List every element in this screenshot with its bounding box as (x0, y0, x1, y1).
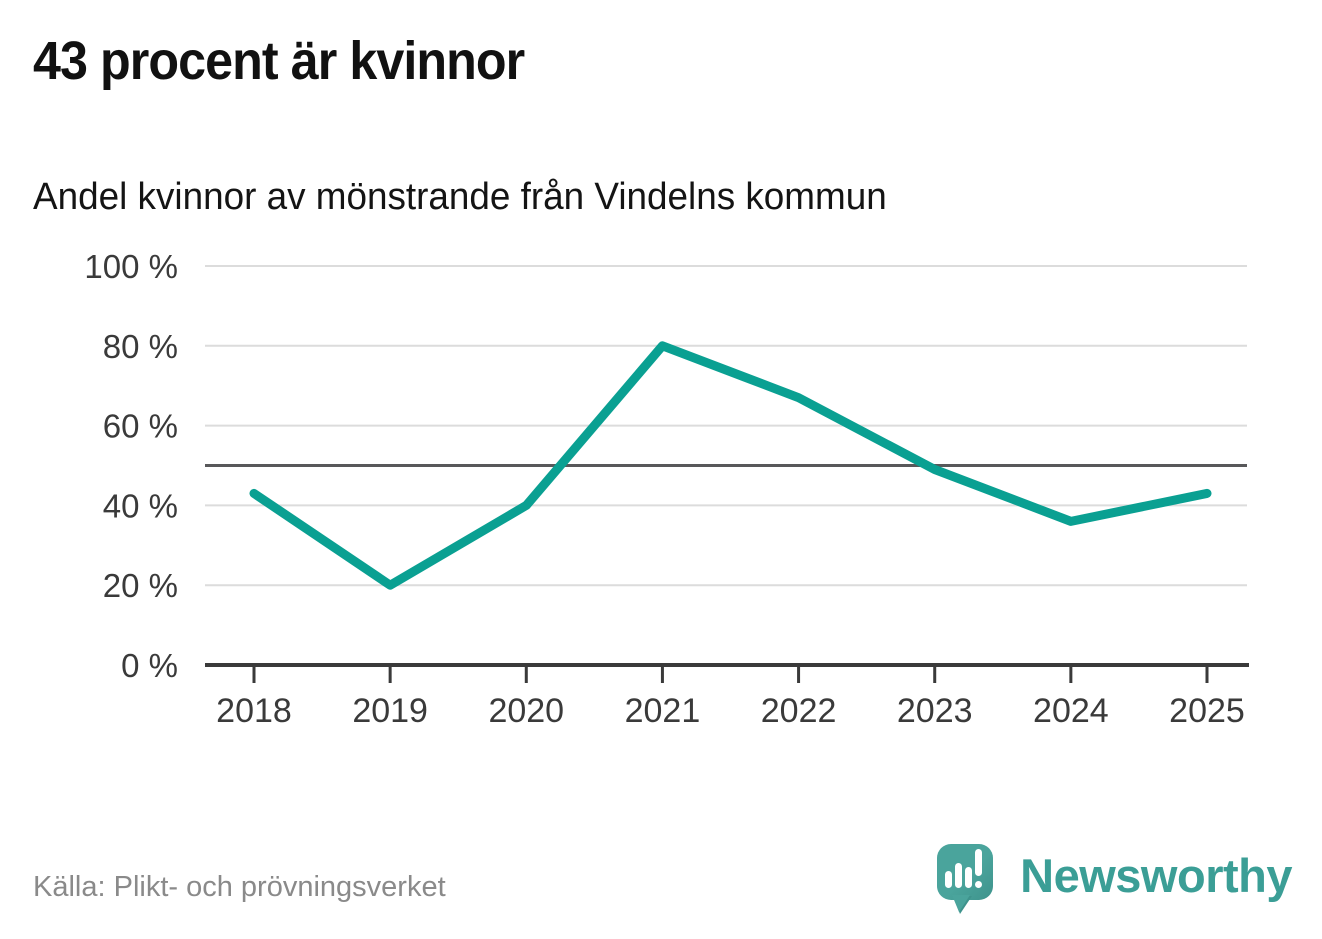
x-tick-label: 2023 (897, 692, 973, 730)
chart-subtitle: Andel kvinnor av mönstrande från Vindeln… (33, 176, 887, 218)
y-tick-label: 100 % (84, 248, 178, 285)
y-tick-label: 20 % (103, 567, 178, 604)
data-line-Andel kvinnor av mönstrande (249, 341, 1212, 590)
y-tick-label: 60 % (103, 408, 178, 445)
source-note: Källa: Plikt- och prövningsverket (33, 871, 446, 903)
x-tick-label: 2018 (216, 692, 292, 730)
x-tick-label: 2020 (488, 692, 564, 730)
y-tick-label: 0 % (121, 647, 178, 684)
y-tick-label: 80 % (103, 328, 178, 365)
x-tick-label: 2022 (761, 692, 837, 730)
x-tick-label: 2025 (1169, 692, 1245, 730)
x-tick-label: 2019 (352, 692, 428, 730)
x-tick-label: 2024 (1033, 692, 1109, 730)
x-tick-label: 2021 (625, 692, 701, 730)
speech-bubble-bar-chart-exclamation-icon (937, 844, 994, 914)
y-tick-label: 40 % (103, 487, 178, 524)
brand-wordmark: Newsworthy (1020, 849, 1292, 902)
page-title: 43 procent är kvinnor (33, 31, 525, 91)
bar-chart-exclamation-glyph (945, 849, 983, 888)
brand-lockup: Newsworthy (936, 843, 1292, 923)
